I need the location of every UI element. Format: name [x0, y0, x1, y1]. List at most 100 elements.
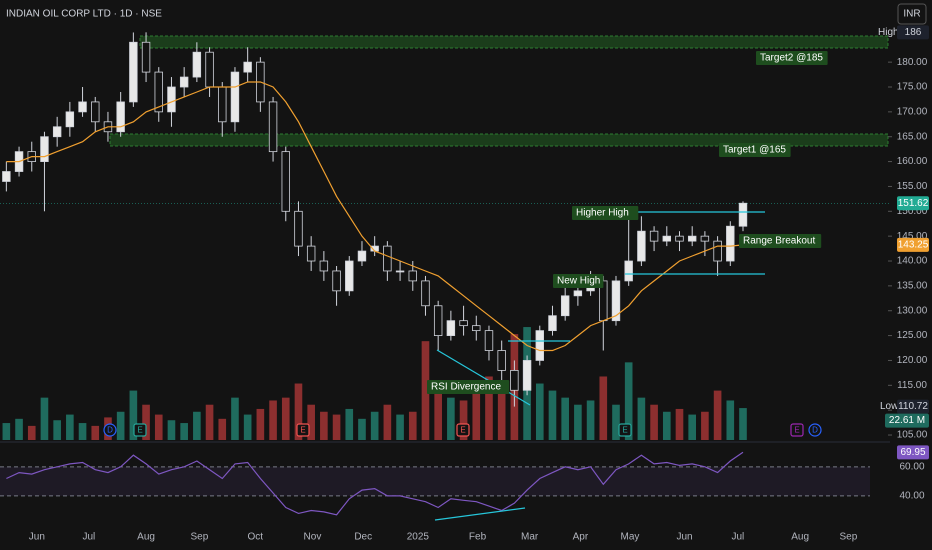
y-tick-label: 140.00	[897, 256, 928, 267]
candle-body	[510, 369, 519, 391]
y-tick-label: 120.00	[897, 355, 928, 366]
candle-body	[357, 250, 367, 262]
candle-body	[167, 86, 176, 113]
event-label: E	[622, 426, 627, 435]
price-label-box	[897, 25, 929, 40]
price-label: 143.25	[898, 239, 929, 250]
price-label-box	[897, 445, 929, 460]
volume-bar	[358, 418, 366, 440]
candle-body	[154, 71, 163, 113]
event-icon	[618, 423, 632, 437]
x-tick-label: Oct	[248, 532, 264, 543]
annotation-box	[427, 380, 510, 394]
y-tick-label: 115.00	[897, 380, 927, 391]
candle-body	[141, 41, 151, 73]
annotation: New High	[557, 276, 600, 287]
volume-bar	[650, 404, 658, 440]
event-label: E	[300, 426, 305, 435]
price-label: 186	[905, 27, 922, 38]
x-tick-label: Jul	[732, 532, 745, 543]
event-label: E	[460, 426, 465, 435]
volume-bar	[548, 390, 557, 440]
trend-line	[434, 507, 526, 521]
annotation-box	[739, 234, 822, 248]
volume-bar	[256, 408, 265, 440]
volume-bar	[180, 423, 188, 440]
event-icon	[808, 423, 822, 437]
price-label: 110.72	[898, 401, 928, 412]
candle-body	[243, 61, 252, 73]
volume-bar	[167, 420, 176, 440]
annotation-box	[572, 206, 639, 220]
volume-bar	[269, 400, 277, 440]
event-label: D	[812, 426, 818, 435]
candle-body	[230, 71, 240, 123]
candle-body	[218, 86, 227, 123]
candle-body	[306, 245, 316, 262]
volume-bar	[320, 411, 328, 440]
candle-body	[700, 235, 710, 242]
rsi-line	[6, 451, 744, 516]
candle-body	[421, 280, 430, 307]
volume-bar	[701, 411, 709, 440]
volume-bar	[66, 414, 74, 440]
candle-body	[332, 270, 341, 292]
trend-line	[436, 349, 531, 406]
event-icon	[790, 423, 804, 437]
event-icon	[133, 423, 147, 437]
volume-bar	[27, 425, 36, 440]
candle-body	[675, 235, 684, 242]
volume-bar	[40, 397, 49, 440]
y-tick-label: 165.00	[897, 131, 928, 142]
candle-body	[687, 235, 697, 242]
x-tick-label: Sep	[840, 532, 858, 543]
volume-bar	[485, 376, 493, 440]
candle-body	[383, 245, 392, 272]
candle-body	[472, 325, 481, 332]
candle-body	[179, 76, 189, 88]
volume-bar	[15, 418, 23, 440]
y-tick-label: 130.00	[897, 305, 928, 316]
candle-body	[484, 330, 494, 351]
chart-title: INDIAN OIL CORP LTD · 1D · NSE	[6, 9, 162, 20]
event-icon	[103, 423, 117, 437]
x-tick-label: Jun	[677, 532, 693, 543]
volume-bar	[726, 400, 735, 440]
candle-body	[726, 225, 735, 262]
currency[interactable]: INR	[903, 9, 920, 20]
x-tick-label: 2025	[407, 532, 430, 543]
candle-body	[52, 126, 62, 138]
candle-body	[662, 235, 671, 242]
price-label: 69.95	[900, 447, 925, 458]
volume-bar	[472, 383, 481, 440]
candle-body	[205, 51, 214, 88]
x-tick-label: Apr	[573, 532, 589, 543]
candle-body	[65, 111, 75, 128]
volume-bar	[624, 362, 633, 440]
price-label-box	[897, 399, 929, 414]
candle-body	[637, 230, 646, 262]
x-tick-label: Mar	[521, 532, 539, 543]
x-tick-label: Dec	[354, 532, 372, 543]
currency-box[interactable]	[897, 3, 927, 25]
annotation-box	[719, 143, 791, 157]
y-tick-label: 150.00	[897, 206, 928, 217]
volume-bar	[231, 397, 239, 440]
candle-body	[459, 320, 468, 327]
x-tick-label: Jun	[29, 532, 45, 543]
volume-bar	[574, 404, 582, 440]
candle-body	[611, 280, 621, 322]
volume-bar	[205, 404, 214, 440]
candle-body	[649, 230, 659, 242]
volume-bar	[396, 414, 404, 440]
volume-bar	[675, 408, 684, 440]
volume-bar	[688, 414, 696, 440]
candle-body	[192, 51, 202, 78]
rsi-tick-label: 60.00	[899, 461, 924, 472]
y-tick-label: 170.00	[897, 107, 928, 118]
annotation: Range Breakout	[743, 236, 815, 247]
candle-body	[560, 295, 570, 317]
y-tick-label: 145.00	[897, 231, 928, 242]
low-label: Low	[880, 401, 899, 412]
candle-body	[129, 41, 138, 103]
